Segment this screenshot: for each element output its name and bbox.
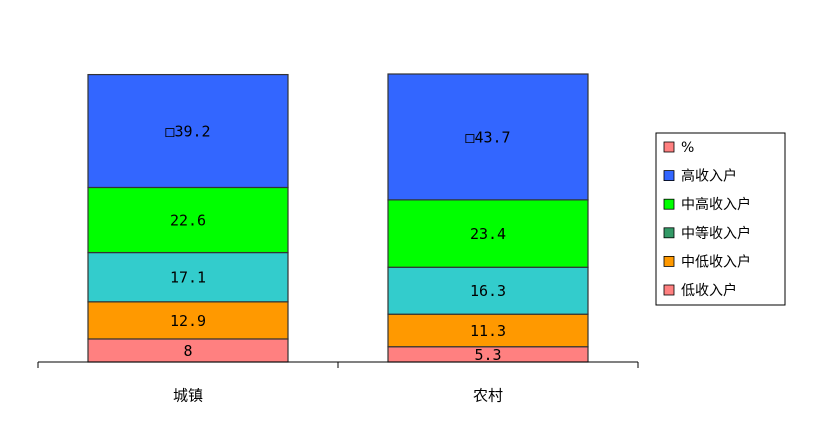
- legend-marker: [663, 227, 675, 239]
- data-label: 17.1: [170, 269, 206, 287]
- legend-label: 中低收入户: [681, 253, 751, 270]
- legend-marker: [663, 284, 675, 296]
- legend-marker: [663, 198, 675, 210]
- data-label: 11.3: [470, 322, 506, 340]
- x-tick-label: 城镇: [173, 387, 203, 405]
- legend-marker: [663, 255, 675, 267]
- bar-segment: [387, 73, 589, 201]
- legend-marker: [663, 170, 675, 182]
- legend-label: 中等收入户: [681, 225, 751, 242]
- bar-segment: [387, 313, 589, 348]
- bar-segment: [87, 186, 289, 254]
- bar-segment: [387, 199, 589, 268]
- legend-box: [655, 132, 786, 306]
- x-tick-label: 农村: [473, 387, 503, 405]
- data-label: 5.3: [474, 346, 501, 364]
- data-label: □39.2: [165, 123, 210, 141]
- bar-segment: [87, 301, 289, 340]
- data-label: □43.7: [465, 128, 510, 146]
- data-label: 16.3: [470, 282, 506, 300]
- legend-label: 高收入户: [681, 168, 737, 185]
- data-label: 8: [183, 342, 192, 360]
- bar-segment: [87, 73, 289, 189]
- legend-label: %: [681, 140, 694, 156]
- legend-label: 中高收入户: [681, 196, 751, 213]
- legend-label: 低收入户: [681, 282, 737, 299]
- data-label: 22.6: [170, 212, 206, 230]
- legend-marker: [663, 141, 675, 153]
- data-label: 12.9: [170, 312, 206, 330]
- data-label: 23.4: [470, 225, 506, 243]
- bar-segment: [387, 266, 589, 315]
